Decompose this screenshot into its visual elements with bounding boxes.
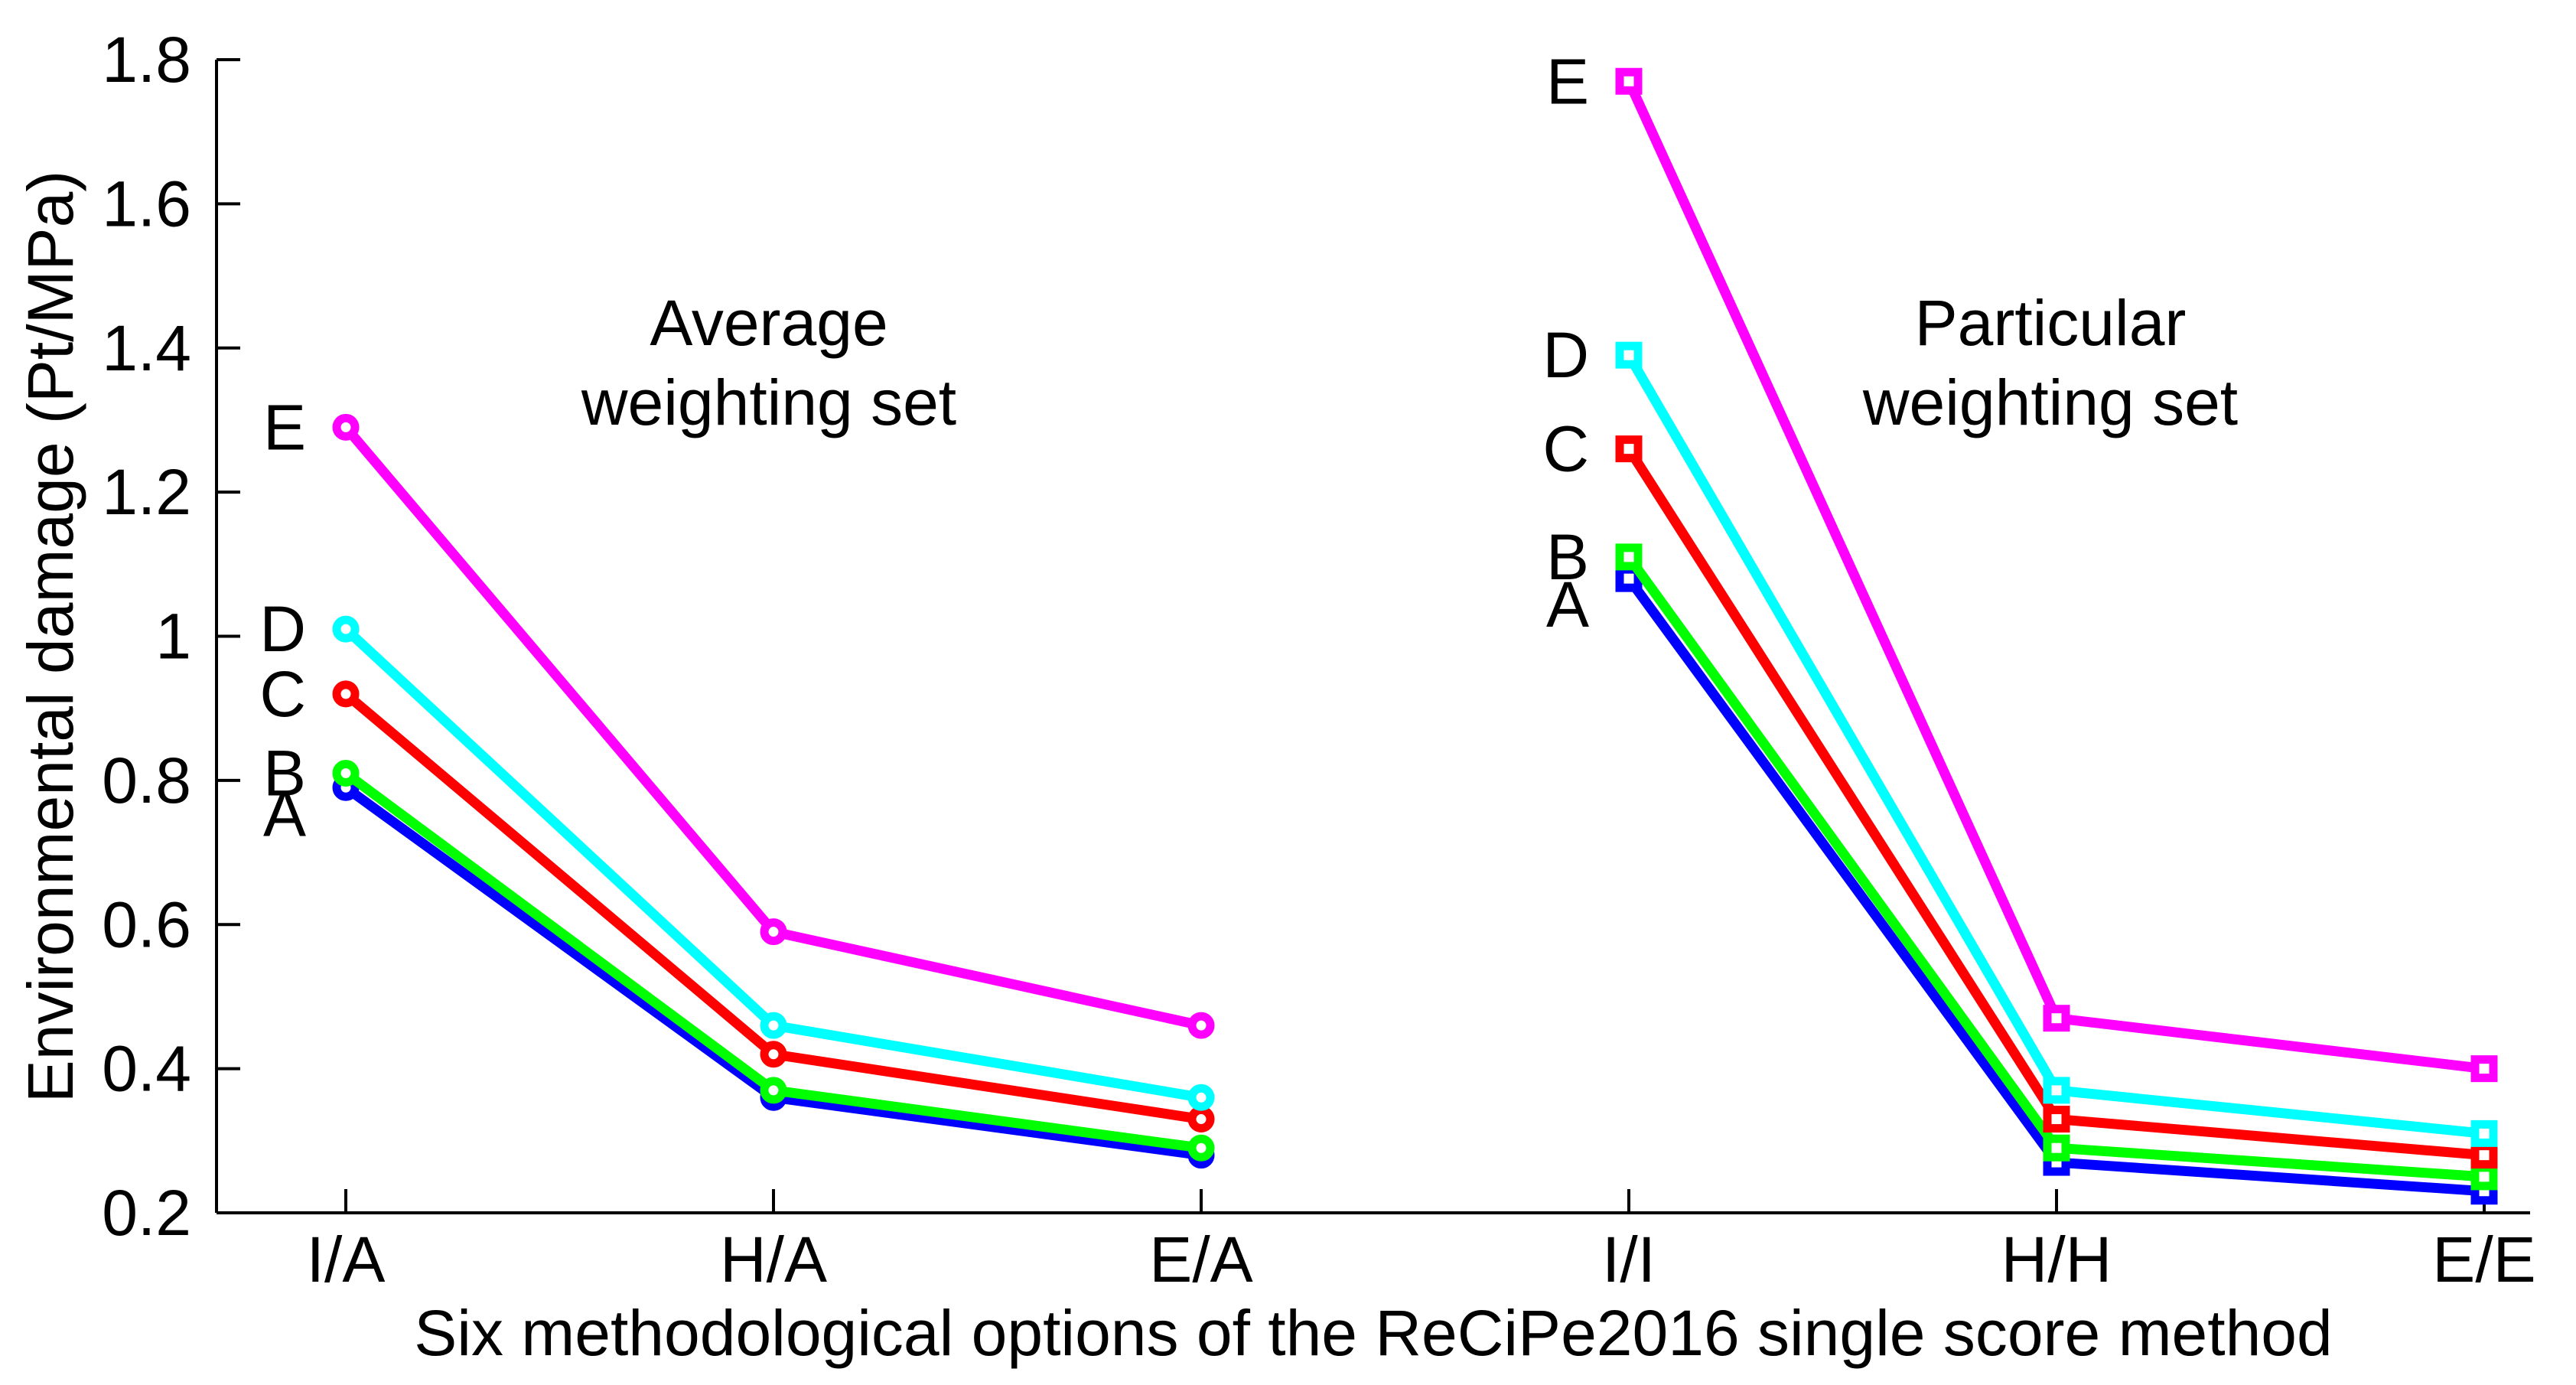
- y-tick-label: 1.6: [102, 168, 191, 240]
- marker-square-E: [2043, 1005, 2070, 1032]
- marker-square-D: [1615, 341, 1643, 369]
- series-A-average: [332, 774, 1215, 1169]
- series-letter-C-particular: C: [1542, 413, 1589, 485]
- marker-square-D: [2043, 1077, 2070, 1104]
- group-title-particular-line1: Particular: [1915, 287, 2187, 359]
- marker-square-C: [1615, 435, 1643, 463]
- series-letter-A-particular: A: [1546, 569, 1589, 640]
- x-tick-label: E/A: [1149, 1224, 1252, 1295]
- x-tick-label: I/A: [307, 1224, 386, 1295]
- y-tick-label: 0.6: [102, 888, 191, 960]
- marker-circle-C: [1187, 1106, 1215, 1133]
- marker-circle-D: [760, 1012, 787, 1039]
- y-tick-label: 1: [155, 601, 191, 673]
- series-B-particular: [1615, 543, 2498, 1191]
- marker-circle-B: [1187, 1134, 1215, 1162]
- series-letter-B-average: B: [263, 737, 306, 809]
- x-axis-title: Six methodological options of the ReCiPe…: [414, 1297, 2333, 1369]
- text-labels: Environmental damage (Pt/MPa) Six method…: [15, 171, 2333, 1369]
- series-letter-B-particular: B: [1546, 521, 1589, 593]
- series-letter-D-average: D: [259, 593, 306, 665]
- x-tick-label: I/I: [1602, 1224, 1656, 1295]
- marker-circle-B: [760, 1077, 787, 1104]
- y-tick-label: 0.8: [102, 745, 191, 816]
- series-E-average: [332, 413, 1215, 1039]
- series-letter-A-average: A: [263, 777, 306, 849]
- marker-square-E: [2470, 1055, 2498, 1083]
- y-tick-label: 1.8: [102, 24, 191, 96]
- y-tick-label: 1.4: [102, 312, 191, 384]
- marker-circle-C: [760, 1041, 787, 1068]
- series-B-average: [332, 759, 1215, 1162]
- marker-square-B: [1615, 543, 1643, 571]
- series-E-particular: [1615, 67, 2498, 1083]
- marker-square-E: [1615, 67, 1643, 95]
- group-title-average-line1: Average: [650, 287, 887, 359]
- x-tick-label: H/A: [720, 1224, 827, 1295]
- y-tick-label: 0.4: [102, 1033, 191, 1105]
- y-axis-ticks: 0.2 0.4 0.6 0.8 1 1.2 1.4 1.6 1.8: [102, 24, 240, 1249]
- marker-circle-D: [332, 615, 360, 643]
- marker-circle-E: [760, 918, 787, 946]
- marker-square-D: [2470, 1119, 2498, 1147]
- marker-square-C: [2043, 1106, 2070, 1133]
- group-title-average-line2: weighting set: [581, 367, 956, 438]
- marker-square-B: [2470, 1163, 2498, 1191]
- x-tick-label: H/H: [2001, 1224, 2112, 1295]
- group-title-particular-line2: weighting set: [1862, 367, 2238, 438]
- y-tick-label: 1.2: [102, 456, 191, 528]
- series-letter-D-particular: D: [1542, 319, 1589, 391]
- x-tick-label: E/E: [2432, 1224, 2535, 1295]
- series-letter-E-particular: E: [1546, 45, 1589, 117]
- y-axis-title: Environmental damage (Pt/MPa): [15, 171, 86, 1103]
- marker-circle-E: [332, 413, 360, 441]
- series-layer: [332, 67, 2498, 1205]
- axes: [215, 60, 2530, 1214]
- marker-circle-E: [1187, 1012, 1215, 1039]
- marker-circle-C: [332, 680, 360, 708]
- x-axis-ticks: I/A H/A E/A I/I H/H E/E: [307, 1189, 2536, 1295]
- marker-circle-B: [332, 759, 360, 787]
- marker-circle-D: [1187, 1084, 1215, 1111]
- marker-square-C: [2470, 1142, 2498, 1169]
- series-letter-C-average: C: [259, 658, 306, 730]
- y-tick-label: 0.2: [102, 1177, 191, 1249]
- series-A-particular: [1615, 565, 2498, 1205]
- series-D-average: [332, 615, 1215, 1111]
- series-letter-E-average: E: [263, 391, 306, 463]
- series-C-average: [332, 680, 1215, 1133]
- series-D-particular: [1615, 341, 2498, 1147]
- marker-square-B: [2043, 1134, 2070, 1162]
